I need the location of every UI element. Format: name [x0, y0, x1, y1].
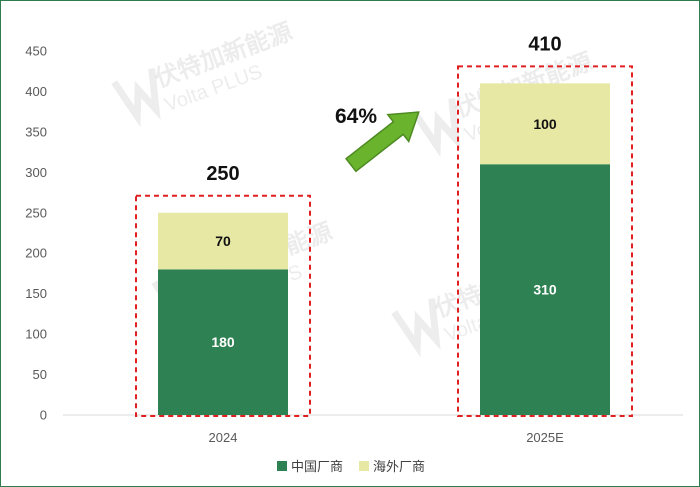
legend-swatch	[276, 460, 287, 471]
data-label: 310	[533, 282, 557, 298]
legend-label: 海外厂商	[373, 460, 426, 475]
data-label: 70	[215, 233, 231, 249]
watermark-logo-icon	[391, 298, 441, 358]
legend-label: 中国厂商	[290, 460, 343, 475]
y-tick-label: 100	[25, 327, 47, 342]
watermark-logo-icon	[411, 98, 461, 158]
bar-segment	[158, 269, 288, 415]
y-tick-label: 400	[25, 84, 47, 99]
y-tick-label: 250	[25, 205, 47, 220]
legend-item: 中国厂商	[276, 456, 343, 475]
growth-label: 64%	[335, 105, 377, 128]
data-label: 100	[533, 116, 557, 132]
growth-arrow-icon	[345, 111, 420, 173]
y-tick-label: 50	[33, 367, 47, 382]
growth-arrow-shape	[345, 111, 420, 173]
bar-segment	[480, 164, 610, 415]
data-label: 180	[211, 334, 235, 350]
watermark-logo-icon	[111, 68, 161, 128]
total-label: 410	[528, 33, 561, 55]
y-tick-label: 300	[25, 165, 47, 180]
legend: 中国厂商 海外厂商	[1, 456, 699, 475]
legend-swatch	[359, 460, 369, 471]
x-tick-label: 2024	[209, 430, 238, 445]
bar-segment	[480, 83, 610, 165]
legend-item: 海外厂商	[359, 456, 425, 475]
y-tick-label: 200	[25, 246, 47, 261]
highlight-box	[135, 194, 311, 417]
bar-segment	[158, 212, 288, 270]
y-tick-label: 450	[25, 44, 47, 59]
y-tick-label: 150	[25, 286, 47, 301]
y-tick-label: 0	[40, 408, 47, 423]
total-label: 250	[206, 163, 239, 185]
x-tick-label: 2025E	[526, 430, 564, 445]
y-tick-label: 350	[25, 124, 47, 139]
